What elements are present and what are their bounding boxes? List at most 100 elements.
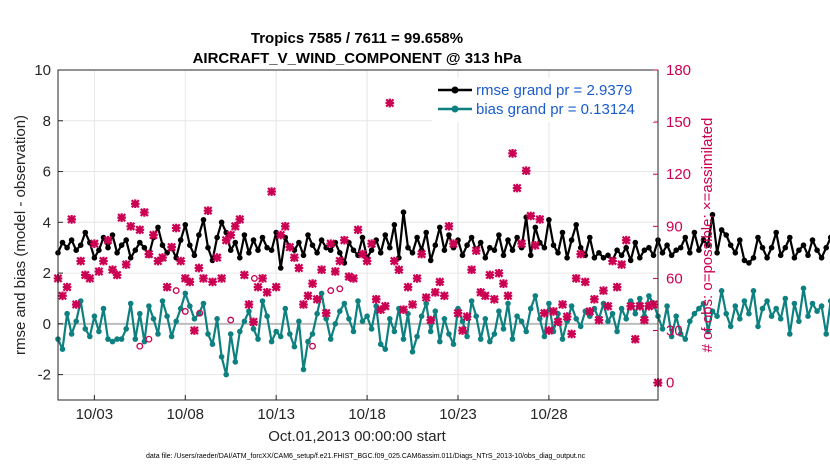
obs-assimilated-marker xyxy=(439,291,449,301)
obs-assimilated-marker xyxy=(417,249,427,259)
rmse-point xyxy=(105,244,111,251)
rmse-point xyxy=(755,234,761,241)
obs-assimilated-marker xyxy=(217,274,227,283)
obs-assimilated-marker xyxy=(471,246,481,256)
bias-point xyxy=(341,300,348,307)
bias-point xyxy=(168,333,175,340)
obs-assimilated-marker xyxy=(399,305,408,315)
obs-assimilated-marker xyxy=(344,272,354,282)
bias-point xyxy=(332,321,339,327)
bias-point xyxy=(64,310,70,317)
rmse-point xyxy=(137,239,143,246)
rmse-point xyxy=(746,260,752,266)
bias-point xyxy=(409,349,416,355)
obs-assimilated-marker xyxy=(426,315,436,325)
y-axis-right-label: # of obs: o=possible; ×=assimilated xyxy=(699,118,716,353)
obs-assimilated-marker xyxy=(144,249,154,259)
obs-assimilated-marker xyxy=(280,221,290,231)
obs-assimilated-marker xyxy=(621,235,631,245)
rmse-series xyxy=(55,209,830,271)
obs-assimilated-marker xyxy=(367,239,377,249)
bias-point xyxy=(709,308,716,315)
legend-rmse-text: rmse grand pr = 2.9379 xyxy=(476,82,632,99)
rmse-point xyxy=(132,247,139,253)
rmse-point xyxy=(482,254,489,261)
obs-assimilated-marker xyxy=(235,214,245,224)
bias-point xyxy=(627,298,634,304)
obs-assimilated-marker xyxy=(80,270,90,280)
rmse-point xyxy=(782,244,789,251)
bias-point xyxy=(118,336,125,342)
bias-point xyxy=(205,331,211,337)
bias-point xyxy=(514,313,520,320)
bias-point xyxy=(323,316,330,322)
rmse-point xyxy=(814,247,820,253)
bias-point xyxy=(677,331,684,337)
obs-assimilated-marker xyxy=(285,242,295,252)
rmse-point xyxy=(623,244,629,251)
bias-point xyxy=(827,298,830,304)
obs-assimilated-marker xyxy=(194,263,204,273)
bias-point xyxy=(273,328,280,335)
bias-point xyxy=(496,308,502,315)
rmse-point xyxy=(314,250,320,256)
rmse-point xyxy=(127,254,134,261)
rmse-point xyxy=(405,244,411,251)
bias-point xyxy=(559,336,566,342)
bias-point xyxy=(114,336,120,342)
obs-assimilated-marker xyxy=(453,308,463,318)
obs-assimilated-marker xyxy=(94,267,104,276)
obs-assimilated-marker xyxy=(99,256,108,266)
obs-assimilated-marker xyxy=(199,274,208,283)
obs-assimilated-marker xyxy=(430,287,440,297)
obs-assimilated-marker xyxy=(76,256,86,266)
bias-point xyxy=(591,305,598,312)
rmse-point xyxy=(259,234,266,241)
obs-assimilated-marker xyxy=(362,256,372,266)
bias-point xyxy=(568,303,575,309)
bias-point xyxy=(446,331,452,337)
obs-count-series xyxy=(53,98,663,388)
bias-point xyxy=(773,305,779,312)
bias-point xyxy=(809,300,816,307)
bias-point xyxy=(632,310,639,317)
obs-possible-marker xyxy=(136,342,144,350)
obs-assimilated-marker xyxy=(149,230,158,240)
bias-point xyxy=(487,338,493,345)
bias-point xyxy=(614,328,620,335)
rmse-point xyxy=(682,234,689,241)
obs-assimilated-marker xyxy=(544,326,554,335)
bias-point xyxy=(150,316,157,322)
rmse-point xyxy=(437,224,443,231)
x-tick-label: 10/03 xyxy=(76,406,114,423)
obs-assimilated-marker xyxy=(203,206,213,216)
rmse-point xyxy=(114,250,120,256)
rmse-point xyxy=(546,217,552,223)
legend-bias-text: bias grand pr = 0.13124 xyxy=(476,101,635,118)
obs-assimilated-marker xyxy=(385,98,395,108)
obs-assimilated-marker xyxy=(517,239,527,249)
bias-point xyxy=(537,316,543,322)
bias-point xyxy=(818,303,825,309)
bias-point xyxy=(646,293,652,299)
bias-point xyxy=(414,333,420,340)
rmse-point xyxy=(564,254,570,261)
bias-point xyxy=(314,310,320,317)
obs-assimilated-marker xyxy=(158,253,167,262)
rmse-point xyxy=(159,242,166,248)
bias-point xyxy=(159,298,166,304)
obs-assimilated-marker xyxy=(639,315,649,325)
obs-possible-marker xyxy=(309,342,316,350)
rmse-point xyxy=(387,244,393,251)
rmse-point xyxy=(68,237,75,243)
y-right-tick-label: 120 xyxy=(666,166,691,183)
bias-point xyxy=(682,336,689,342)
rmse-point xyxy=(709,211,716,218)
bias-point xyxy=(87,333,93,340)
obs-assimilated-marker xyxy=(444,221,454,231)
obs-assimilated-marker xyxy=(326,239,336,249)
obs-assimilated-marker xyxy=(112,270,122,280)
y-right-tick-label: 90 xyxy=(666,218,683,235)
rmse-point xyxy=(600,254,607,261)
bias-point xyxy=(359,318,366,325)
